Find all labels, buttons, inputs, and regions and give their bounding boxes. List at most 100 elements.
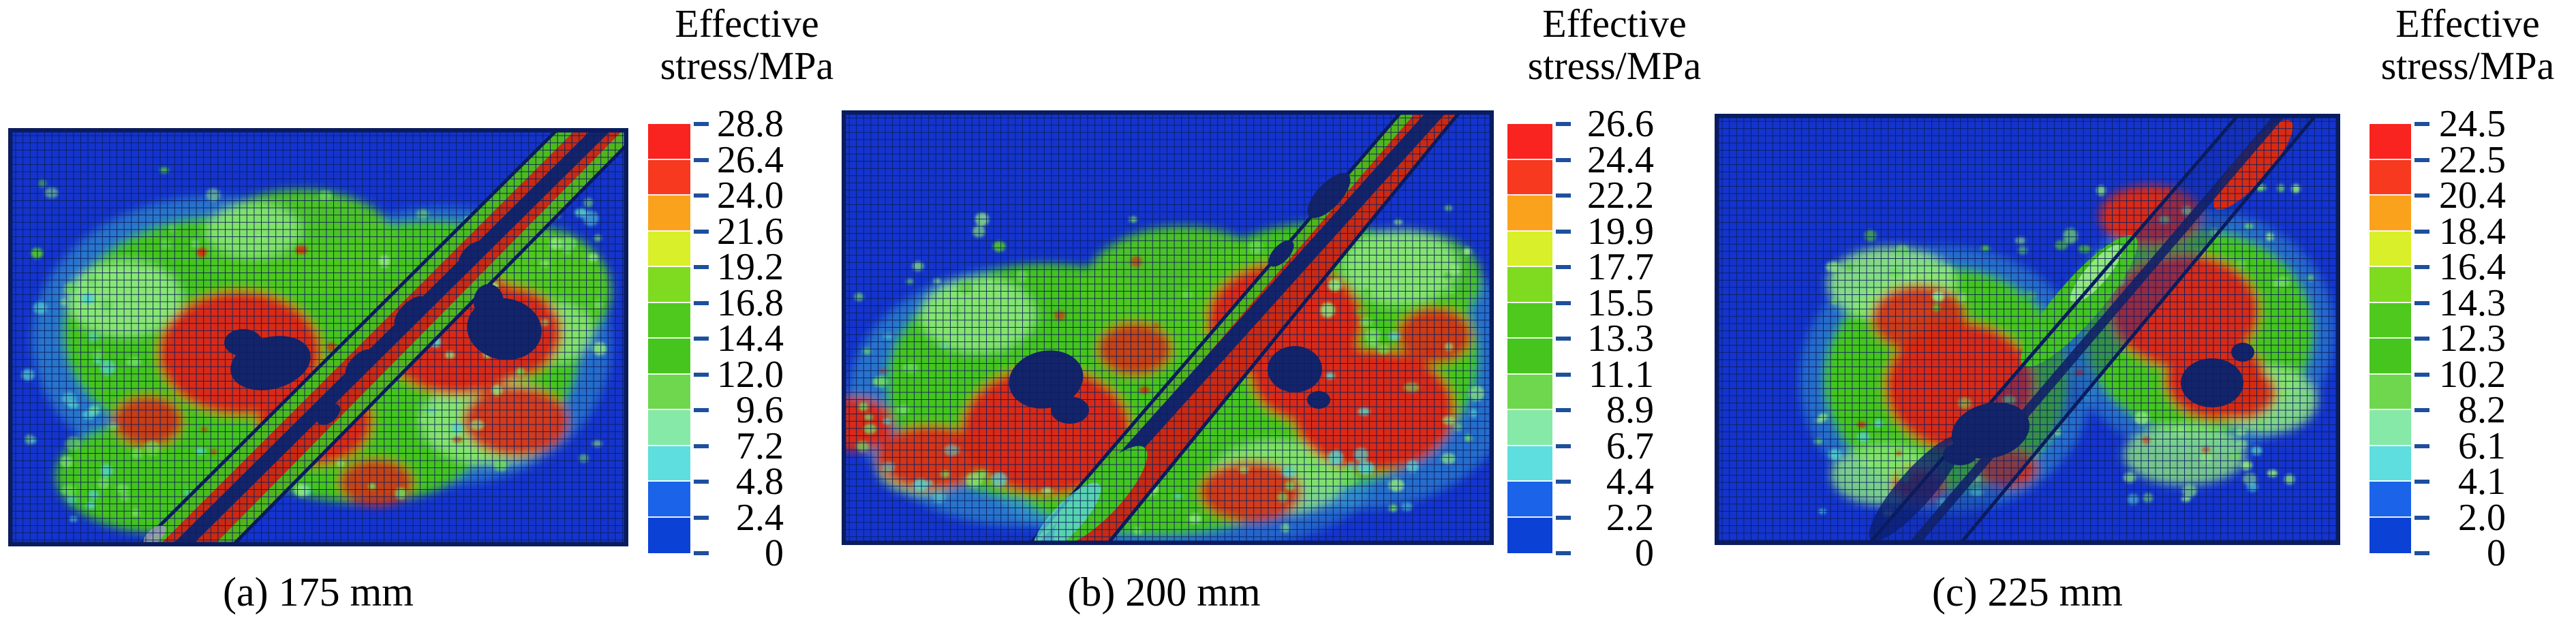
colorbar-swatch <box>648 302 690 339</box>
colorbar-tick-label: 4.4 <box>1606 461 1654 503</box>
stress-map-panel-b <box>842 110 1494 545</box>
colorbar-swatch <box>2370 267 2411 303</box>
colorbar-swatch <box>648 446 690 482</box>
colorbar-tick-label: 22.5 <box>2439 138 2506 181</box>
legend-title-line2: stress/MPa <box>2380 44 2555 88</box>
colorbar-tick <box>2414 122 2429 126</box>
colorbar-tick <box>2414 372 2429 377</box>
colorbar-tick-label: 16.8 <box>717 281 784 324</box>
colorbar-tick-label: 15.5 <box>1587 281 1654 324</box>
panel-caption-c: (c) 225 mm <box>1932 570 2123 615</box>
colorbar-tick <box>2414 337 2429 341</box>
colorbar-tick <box>1556 372 1571 377</box>
colorbar-swatch <box>2370 231 2411 267</box>
legend-title-line1: Effective <box>1542 1 1687 46</box>
colorbar-tick-label: 0 <box>2487 532 2506 574</box>
colorbar-tick-label: 17.7 <box>1587 246 1654 288</box>
colorbar-tick <box>2414 480 2429 484</box>
colorbar-tick <box>1556 337 1571 341</box>
colorbar-swatch <box>1507 124 1552 160</box>
colorbar-tick-label: 16.4 <box>2439 246 2506 288</box>
colorbar-tick-label: 2.4 <box>736 496 784 539</box>
colorbar-tick <box>2414 265 2429 269</box>
colorbar-tick <box>1556 229 1571 234</box>
colorbar-tick <box>1556 157 1571 162</box>
panel-caption-a: (a) 175 mm <box>223 570 414 615</box>
colorbar-tick-label: 7.2 <box>736 424 784 467</box>
colorbar-tick <box>694 122 709 126</box>
colorbar-tick <box>2414 300 2429 305</box>
colorbar-tick <box>1556 515 1571 520</box>
colorbar-tick-label: 11.1 <box>1589 353 1654 396</box>
colorbar-tick <box>2414 229 2429 234</box>
colorbar-tick <box>1556 300 1571 305</box>
colorbar-swatch <box>648 231 690 267</box>
stress-map-panel-c <box>1715 114 2340 545</box>
colorbar-swatch <box>2370 374 2411 410</box>
colorbar-tick-label: 9.6 <box>736 389 784 431</box>
colorbar-tick-label: 24.5 <box>2439 103 2506 145</box>
colorbar-tick <box>1556 122 1571 126</box>
colorbar-c: 24.5 22.5 20.4 18.4 16.4 14.3 12.3 10.2 8.2 6.1 4.… <box>2370 104 2506 573</box>
stress-map-a <box>8 128 628 546</box>
colorbar-tick-label: 28.8 <box>717 103 784 145</box>
colorbar-tick <box>2414 515 2429 520</box>
colorbar-tick-label: 12.3 <box>2439 317 2506 360</box>
colorbar-tick <box>1556 408 1571 412</box>
colorbar-swatch <box>2370 517 2411 553</box>
colorbar-tick-label: 12.0 <box>717 353 784 396</box>
stress-map-panel-a <box>8 128 628 546</box>
colorbar-tick-label: 2.0 <box>2458 496 2506 539</box>
legend-title-a: Effective stress/MPa <box>604 3 890 87</box>
colorbar-tick <box>694 372 709 377</box>
colorbar-b: 26.6 24.4 22.2 19.9 17.7 15.5 13.3 11.1 8.9 6.7 4.… <box>1507 104 1654 573</box>
colorbar-tick <box>2414 408 2429 412</box>
legend-title-line1: Effective <box>2395 1 2540 46</box>
colorbar-swatch <box>648 124 690 160</box>
colorbar-swatch <box>1507 267 1552 303</box>
colorbar-swatch <box>2370 482 2411 518</box>
colorbar-tick <box>1556 265 1571 269</box>
colorbar-tick-label: 19.2 <box>717 246 784 288</box>
colorbar-tick-label: 18.4 <box>2439 210 2506 253</box>
colorbar-tick-label: 0 <box>765 532 784 574</box>
colorbar-a: 28.8 26.4 24.0 21.6 19.2 16.8 14.4 12.0 9.6 7.2 4.… <box>648 104 784 573</box>
colorbar-tick-label: 4.1 <box>2458 461 2506 503</box>
legend-title-b: Effective stress/MPa <box>1471 3 1758 87</box>
colorbar-tick-label: 26.4 <box>717 138 784 181</box>
stress-map-b <box>842 110 1494 545</box>
colorbar-tick <box>694 300 709 305</box>
colorbar-swatch <box>648 410 690 446</box>
colorbar-tick <box>2414 157 2429 162</box>
colorbar-tick-label: 4.8 <box>736 461 784 503</box>
colorbar-tick <box>694 551 709 555</box>
colorbar-tick <box>694 515 709 520</box>
colorbar-tick <box>694 337 709 341</box>
colorbar-tick-label: 8.9 <box>1606 389 1654 431</box>
colorbar-swatch <box>1507 374 1552 410</box>
colorbar-tick-label: 10.2 <box>2439 353 2506 396</box>
colorbar-swatch <box>648 196 690 232</box>
colorbar-swatch <box>1507 517 1552 553</box>
colorbar-tick-label: 8.2 <box>2458 389 2506 431</box>
colorbar-swatch <box>2370 196 2411 232</box>
panel-caption-b: (b) 200 mm <box>1067 570 1261 615</box>
colorbar-tick <box>694 229 709 234</box>
colorbar-swatch <box>2370 339 2411 375</box>
colorbar-swatch <box>2370 302 2411 339</box>
colorbar-swatch <box>1507 482 1552 518</box>
colorbar-tick <box>694 408 709 412</box>
colorbar-tick <box>694 265 709 269</box>
colorbar-swatch <box>2370 124 2411 160</box>
legend-title-line1: Effective <box>675 1 819 46</box>
colorbar-tick <box>1556 551 1571 555</box>
colorbar-tick <box>1556 193 1571 198</box>
legend-title-line2: stress/MPa <box>1527 44 1702 88</box>
colorbar-swatch <box>1507 339 1552 375</box>
colorbar-swatch <box>1507 196 1552 232</box>
colorbar-swatch <box>648 339 690 375</box>
colorbar-tick-label: 26.6 <box>1587 103 1654 145</box>
colorbar-tick <box>2414 551 2429 555</box>
colorbar-tick-label: 13.3 <box>1587 317 1654 360</box>
